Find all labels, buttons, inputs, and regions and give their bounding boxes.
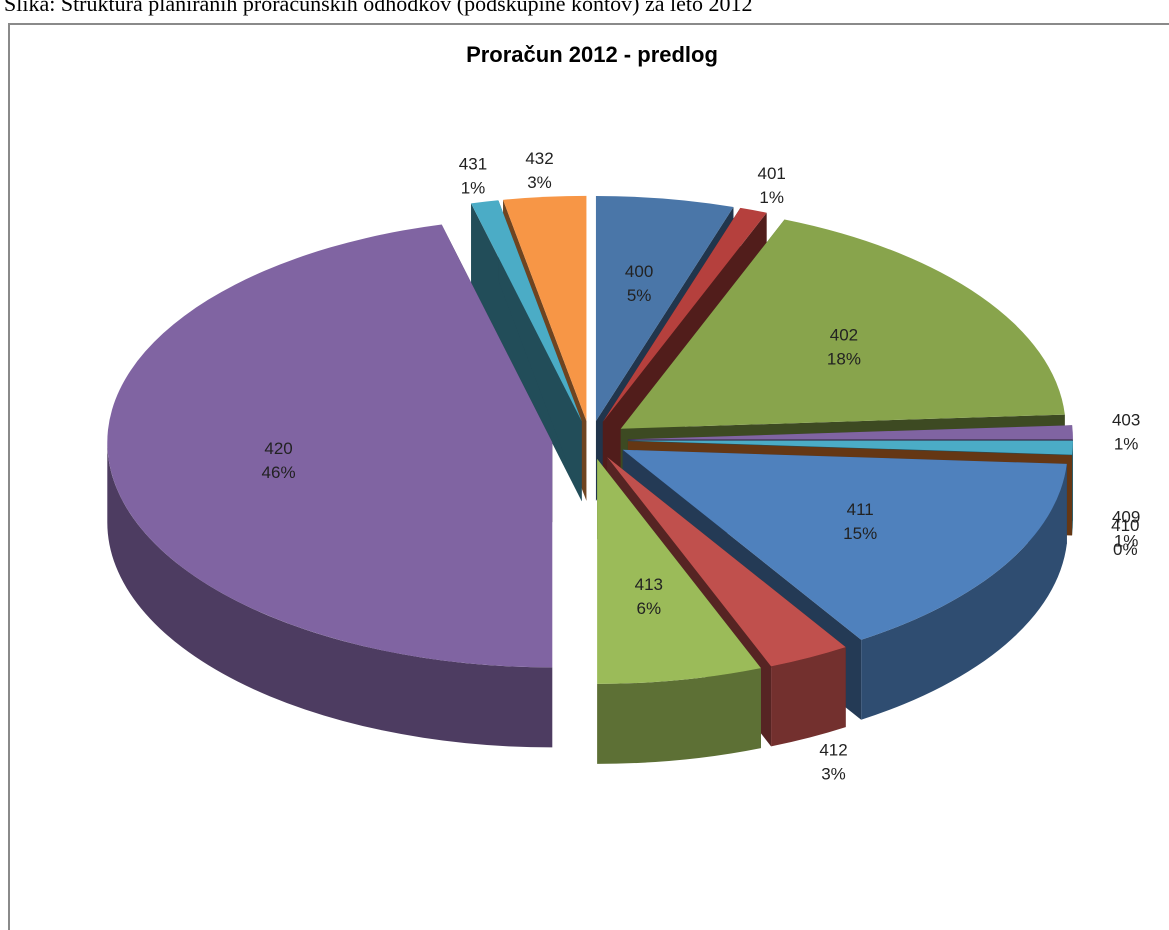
- chart-frame: [8, 23, 1169, 930]
- slice-wall: [861, 463, 1067, 720]
- data-label-category: 401: [758, 164, 786, 183]
- data-label-category: 413: [635, 575, 663, 594]
- data-label-category: 409: [1112, 508, 1140, 527]
- data-label-category: 431: [459, 155, 487, 174]
- slice: [620, 219, 1065, 429]
- data-label: 402 18%: [827, 326, 861, 369]
- data-label-value: 15%: [843, 524, 877, 543]
- data-label-category: 403: [1112, 411, 1140, 430]
- slice-wall: [107, 442, 553, 748]
- slice: [627, 440, 1073, 455]
- slice: [597, 458, 761, 684]
- data-label-value: 0%: [1113, 541, 1138, 560]
- data-label: 420 46%: [262, 439, 296, 482]
- data-label: 401 1%: [758, 164, 786, 207]
- data-label-value: 3%: [527, 173, 552, 192]
- data-label-value: 1%: [1114, 435, 1139, 454]
- slice: [607, 457, 846, 667]
- data-label: 403 1%: [1112, 411, 1140, 454]
- data-label-category: 432: [525, 149, 553, 168]
- slice: [471, 200, 582, 422]
- slice: [627, 425, 1073, 440]
- data-label-value: 1%: [1114, 532, 1139, 551]
- data-label: 400 5%: [625, 263, 653, 306]
- data-label: 431 1%: [459, 155, 487, 198]
- data-label-value: 3%: [821, 765, 846, 784]
- data-label-category: 411: [847, 500, 874, 519]
- data-label: 409 1%: [1112, 508, 1140, 551]
- data-label-category: 400: [625, 263, 653, 282]
- data-label-value: 6%: [637, 599, 662, 618]
- slice: [503, 195, 587, 421]
- data-label: 410 0%: [1111, 517, 1139, 560]
- caption: Slika: Struktura planiranih proračunskih…: [4, 0, 752, 16]
- data-label-category: 412: [819, 741, 847, 760]
- data-label-value: 18%: [827, 350, 861, 369]
- data-label: 412 3%: [819, 741, 847, 784]
- slice: [595, 196, 734, 422]
- slice: [107, 224, 553, 668]
- data-label-category: 410: [1111, 517, 1139, 536]
- data-label-category: 420: [264, 439, 292, 458]
- data-label: 432 3%: [525, 149, 553, 192]
- data-label-value: 1%: [759, 188, 784, 207]
- chart-title: Proračun 2012 - predlog: [466, 42, 718, 67]
- slice-wall: [771, 647, 846, 747]
- data-label: 413 6%: [635, 575, 663, 618]
- data-label-value: 1%: [461, 179, 486, 198]
- slice: [622, 449, 1067, 640]
- data-label-value: 46%: [262, 463, 296, 482]
- slice-wall: [597, 668, 761, 764]
- data-label-category: 402: [830, 326, 858, 345]
- data-label-value: 5%: [627, 287, 652, 306]
- slice: [602, 207, 767, 422]
- slice-wall: [1072, 440, 1073, 535]
- data-label: 411 15%: [843, 500, 877, 543]
